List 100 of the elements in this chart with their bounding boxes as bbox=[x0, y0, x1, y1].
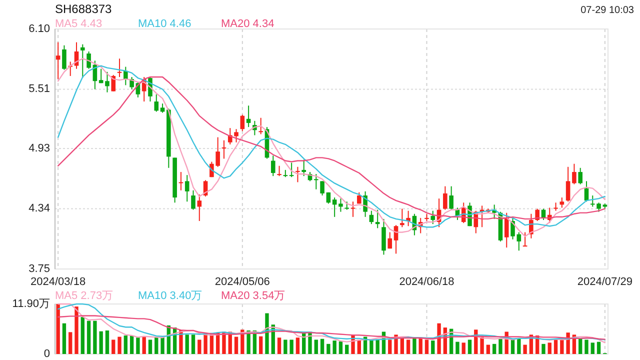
bar bbox=[191, 334, 196, 354]
bar bbox=[542, 344, 546, 354]
bar bbox=[198, 340, 202, 354]
bar bbox=[431, 340, 435, 354]
bar bbox=[93, 320, 97, 354]
candlestick bbox=[554, 202, 558, 212]
bar bbox=[160, 338, 164, 354]
candlestick bbox=[160, 103, 165, 114]
candlestick bbox=[154, 94, 159, 112]
candlestick bbox=[56, 42, 60, 80]
bar bbox=[258, 336, 263, 354]
bar bbox=[510, 339, 515, 354]
text: MA10 4.46 bbox=[138, 18, 192, 30]
candlestick bbox=[369, 210, 374, 225]
x-tick-label: 2024/06/18 bbox=[399, 276, 454, 288]
text: MA20 3.54万 bbox=[221, 290, 286, 302]
bar bbox=[148, 340, 152, 354]
bar bbox=[412, 338, 416, 354]
bar bbox=[492, 344, 496, 354]
bar bbox=[130, 336, 134, 354]
candlestick bbox=[98, 68, 104, 84]
bar bbox=[554, 339, 558, 354]
bar bbox=[376, 339, 380, 354]
candlestick bbox=[338, 198, 343, 212]
text: 07-29 10:03 bbox=[580, 5, 634, 16]
candlestick bbox=[388, 232, 392, 250]
candlestick bbox=[504, 212, 509, 248]
bar bbox=[486, 344, 490, 354]
bar bbox=[204, 334, 208, 354]
bar bbox=[74, 306, 78, 354]
bar bbox=[370, 340, 374, 354]
bar bbox=[124, 336, 128, 354]
candlestick bbox=[449, 186, 454, 210]
candlestick bbox=[197, 194, 202, 222]
bar bbox=[406, 340, 410, 354]
bar bbox=[480, 336, 484, 354]
bar bbox=[62, 323, 66, 354]
candlestick bbox=[258, 117, 263, 135]
bar bbox=[326, 344, 330, 354]
bar bbox=[548, 342, 552, 354]
bar bbox=[400, 338, 404, 354]
bar bbox=[578, 338, 582, 354]
y-tick-label: 4.34 bbox=[28, 202, 50, 215]
bar bbox=[462, 342, 466, 354]
bar bbox=[345, 344, 349, 354]
candlestick bbox=[184, 174, 190, 202]
bar bbox=[523, 344, 527, 354]
bar bbox=[584, 340, 588, 354]
candlestick bbox=[86, 50, 91, 70]
line-series bbox=[57, 315, 606, 340]
candlestick bbox=[240, 114, 245, 132]
candlestick bbox=[572, 163, 576, 185]
bar bbox=[290, 340, 294, 354]
bar bbox=[314, 340, 318, 354]
candlestick bbox=[111, 74, 116, 92]
bar bbox=[142, 336, 146, 354]
candlestick bbox=[382, 218, 386, 256]
bar bbox=[517, 338, 521, 354]
y-tick-label: 11.90万 bbox=[12, 298, 50, 310]
bar bbox=[456, 342, 460, 354]
bar bbox=[338, 341, 343, 354]
candlestick bbox=[566, 166, 570, 202]
bar bbox=[468, 340, 472, 354]
bar bbox=[234, 336, 238, 354]
candlestick bbox=[302, 159, 306, 177]
bar bbox=[284, 340, 288, 354]
candlestick bbox=[277, 165, 282, 177]
y-tick-label: 5.51 bbox=[28, 83, 50, 96]
bar bbox=[185, 334, 189, 354]
candlestick bbox=[430, 210, 436, 225]
candlestick bbox=[535, 208, 540, 222]
bar bbox=[596, 342, 601, 354]
candlestick bbox=[516, 232, 522, 252]
series-label: MA5 2.73万 bbox=[55, 290, 114, 302]
candlestick bbox=[510, 217, 515, 240]
text: MA20 4.34 bbox=[221, 18, 274, 30]
bar bbox=[136, 338, 140, 354]
candlestick bbox=[314, 174, 318, 190]
bar bbox=[332, 340, 336, 354]
y-tick-label: 0 bbox=[44, 348, 50, 360]
candlestick bbox=[105, 71, 110, 93]
candlestick bbox=[578, 167, 582, 185]
bar bbox=[277, 338, 282, 354]
candlestick bbox=[443, 186, 448, 210]
bar bbox=[86, 320, 91, 354]
candlestick bbox=[375, 209, 380, 229]
candlestick bbox=[270, 155, 276, 177]
bar bbox=[418, 338, 422, 354]
bar bbox=[320, 338, 324, 354]
bar bbox=[99, 331, 103, 354]
x-tick-label: 2024/03/18 bbox=[30, 276, 86, 288]
text: MA10 3.40万 bbox=[138, 290, 202, 302]
candlestick bbox=[246, 105, 251, 128]
y-tick-label: 3.75 bbox=[28, 262, 50, 275]
bar bbox=[498, 338, 502, 354]
bar bbox=[265, 313, 269, 354]
bar bbox=[118, 336, 122, 354]
y-tick-label: 4.93 bbox=[28, 142, 50, 154]
bar bbox=[80, 317, 84, 354]
bar bbox=[154, 337, 158, 354]
